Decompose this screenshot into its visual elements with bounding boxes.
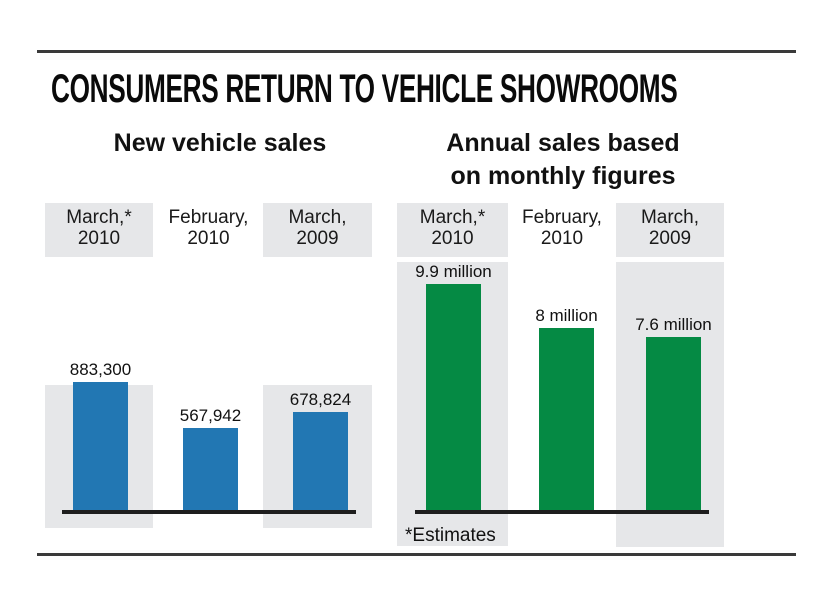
data-label: 9.9 million bbox=[415, 262, 492, 281]
category-label-line: March, bbox=[640, 207, 700, 228]
category-shade bbox=[45, 203, 153, 257]
category-label-line: 2010 bbox=[540, 228, 584, 249]
bottom-rule bbox=[37, 553, 796, 556]
category-shade bbox=[397, 203, 508, 257]
category-label-line: 2010 bbox=[431, 228, 474, 249]
data-label: 883,300 bbox=[69, 360, 132, 379]
bar-new-sales-march-2010 bbox=[73, 382, 128, 511]
category-label: March, 2009 bbox=[263, 207, 372, 249]
category-label-line: 2009 bbox=[648, 228, 692, 249]
bar-new-sales-february-2010 bbox=[183, 428, 238, 511]
chart-title-line: on monthly figures bbox=[450, 162, 676, 190]
headline: CONSUMERS RETURN TO VEHICLE SHOWROOMS bbox=[51, 67, 678, 111]
category-label: February, 2010 bbox=[154, 207, 263, 249]
bar-annual-sales-march-2010 bbox=[426, 284, 481, 511]
category-label-line: March, bbox=[288, 207, 347, 228]
footnote: *Estimates bbox=[405, 525, 496, 546]
chart-title-new-vehicle-sales: New vehicle sales bbox=[113, 129, 327, 157]
top-rule bbox=[37, 50, 796, 53]
x-axis-baseline bbox=[415, 510, 709, 514]
bar-annual-sales-february-2010 bbox=[539, 328, 594, 511]
data-label: 8 million bbox=[535, 306, 598, 325]
bar-new-sales-march-2009 bbox=[293, 412, 348, 511]
data-label: 567,942 bbox=[179, 406, 242, 425]
category-label: March,* 2010 bbox=[397, 207, 508, 249]
category-label: March,* 2010 bbox=[45, 207, 153, 249]
category-label-line: 2009 bbox=[296, 228, 339, 249]
category-label: March, 2009 bbox=[616, 207, 724, 249]
category-shade bbox=[263, 203, 372, 257]
data-label: 678,824 bbox=[289, 390, 352, 409]
category-label-line: March,* bbox=[66, 207, 132, 228]
bar-annual-sales-march-2009 bbox=[646, 337, 701, 511]
category-label-line: 2010 bbox=[187, 228, 230, 249]
data-label: 7.6 million bbox=[635, 315, 712, 334]
x-axis-baseline bbox=[62, 510, 356, 514]
category-label: February, 2010 bbox=[508, 207, 616, 249]
category-label-line: March,* bbox=[419, 207, 486, 228]
chart-title-line: Annual sales based bbox=[446, 129, 680, 157]
chart-title-annual-sales: Annual sales based on monthly figures bbox=[397, 127, 729, 193]
category-label-line: February, bbox=[522, 207, 602, 228]
category-label-line: February, bbox=[168, 207, 249, 228]
category-shade bbox=[616, 203, 724, 257]
category-label-line: 2010 bbox=[77, 228, 121, 249]
